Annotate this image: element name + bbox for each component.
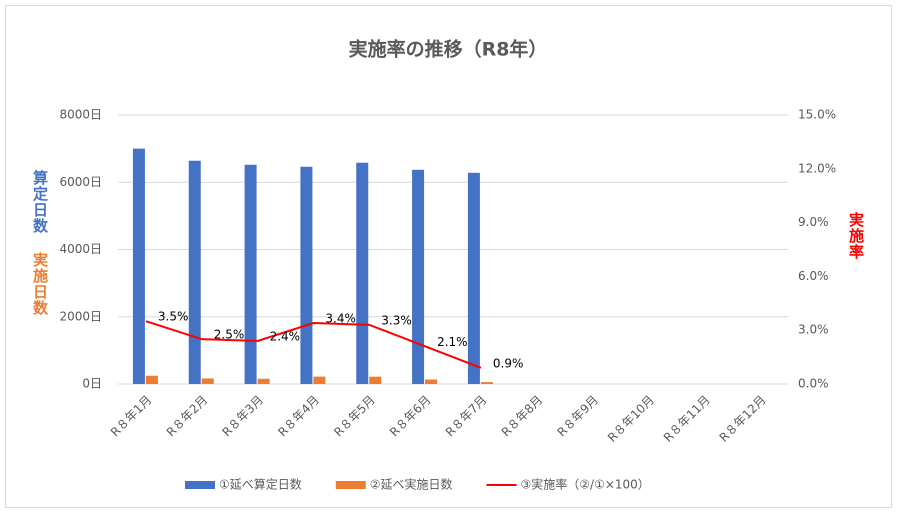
data-label: 3.5% [158,310,189,324]
bar [369,376,382,384]
bar [412,169,425,384]
legend-swatch [335,481,366,489]
data-label: 3.3% [381,313,412,327]
bar [356,162,369,384]
line [145,320,482,369]
bar [257,378,270,384]
y2-tick-label: 9.0% [798,215,829,229]
legend-label: ③実施率（②/①×100） [521,477,650,492]
data-label: 3.4% [325,312,356,326]
y2-tick-label: 6.0% [798,269,829,283]
y-axis-label: 算定日数 [31,170,49,234]
y-tick-label: 2000日 [59,309,102,323]
y-tick-label: 6000日 [59,175,102,189]
y-tick-label: 0日 [82,377,102,391]
y2-tick-label: 3.0% [798,323,829,337]
bar [132,148,145,384]
y2-axis-label: 実施率 [847,212,865,260]
bar [313,376,326,384]
bar [467,172,480,384]
bar [244,164,257,384]
y-tick-label: 8000日 [59,108,102,122]
chart-border [5,5,892,508]
data-label: 2.4% [270,329,301,343]
legend-label: ②延べ実施日数 [370,477,453,492]
bar [480,382,493,384]
legend-swatch [185,481,215,489]
legend-label: ①延べ算定日数 [219,477,302,492]
bar [188,160,201,384]
data-label: 0.9% [493,356,523,370]
bar [300,166,313,384]
bar [145,375,158,384]
y-axis-label-2: 実施日数 [31,252,49,316]
data-label: 2.1% [437,335,468,349]
bar [201,378,214,384]
chart-title: 実施率の推移（R8年） [349,38,548,61]
y2-tick-label: 12.0% [798,161,836,175]
data-label: 2.5% [214,328,245,342]
y-tick-label: 4000日 [59,242,102,256]
y2-tick-label: 0.0% [798,377,829,391]
y2-tick-label: 15.0% [798,108,836,122]
bar [425,379,438,384]
